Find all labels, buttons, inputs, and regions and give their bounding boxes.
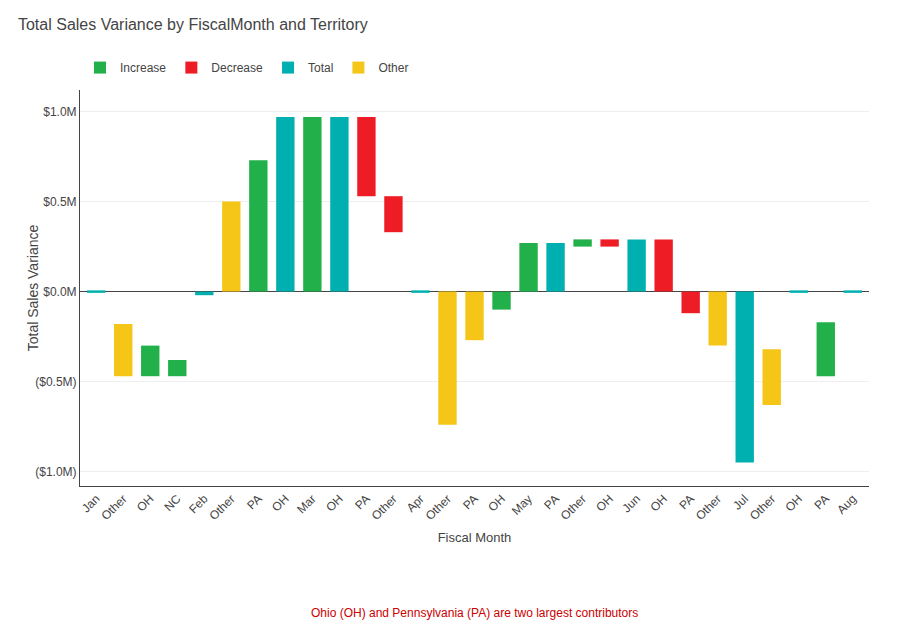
svg-text:Other: Other bbox=[423, 492, 454, 523]
svg-text:OH: OH bbox=[134, 492, 157, 515]
svg-text:Other: Other bbox=[98, 492, 129, 523]
svg-text:Apr: Apr bbox=[404, 492, 427, 515]
svg-text:Feb: Feb bbox=[186, 492, 211, 517]
svg-text:$1.0M: $1.0M bbox=[43, 105, 76, 119]
svg-text:Other: Other bbox=[369, 492, 400, 523]
svg-text:PA: PA bbox=[541, 492, 562, 513]
svg-text:Total Sales Variance: Total Sales Variance bbox=[25, 224, 41, 351]
svg-text:Aug: Aug bbox=[834, 492, 859, 517]
svg-text:Other: Other bbox=[558, 492, 589, 523]
svg-text:PA: PA bbox=[812, 492, 833, 513]
svg-text:Other: Other bbox=[693, 492, 724, 523]
svg-text:PA: PA bbox=[676, 492, 697, 513]
svg-text:$0.5M: $0.5M bbox=[43, 195, 76, 209]
svg-text:($0.5M): ($0.5M) bbox=[35, 375, 76, 389]
svg-text:Total: Total bbox=[308, 61, 333, 75]
svg-text:Other: Other bbox=[747, 492, 778, 523]
svg-text:OH: OH bbox=[485, 492, 508, 515]
svg-text:OH: OH bbox=[593, 492, 616, 515]
svg-text:Fiscal Month: Fiscal Month bbox=[438, 530, 512, 545]
svg-text:OH: OH bbox=[647, 492, 670, 515]
svg-text:OH: OH bbox=[269, 492, 292, 515]
svg-text:OH: OH bbox=[323, 492, 346, 515]
svg-text:NC: NC bbox=[161, 492, 183, 514]
svg-text:Jan: Jan bbox=[79, 492, 103, 516]
svg-text:$0.0M: $0.0M bbox=[43, 285, 76, 299]
svg-text:PA: PA bbox=[352, 492, 373, 513]
svg-text:Total Sales Variance by Fiscal: Total Sales Variance by FiscalMonth and … bbox=[18, 16, 368, 33]
svg-text:Other: Other bbox=[378, 61, 408, 75]
svg-text:Jun: Jun bbox=[619, 492, 643, 516]
svg-text:Jul: Jul bbox=[730, 492, 751, 513]
svg-text:Decrease: Decrease bbox=[211, 61, 263, 75]
svg-text:Ohio (OH) and Pennsylvania (PA: Ohio (OH) and Pennsylvania (PA) are two … bbox=[311, 606, 638, 620]
svg-text:PA: PA bbox=[244, 492, 265, 513]
svg-text:Other: Other bbox=[207, 492, 238, 523]
svg-text:PA: PA bbox=[460, 492, 481, 513]
svg-text:Increase: Increase bbox=[120, 61, 166, 75]
svg-text:Mar: Mar bbox=[294, 492, 319, 517]
svg-text:($1.0M): ($1.0M) bbox=[35, 465, 76, 479]
svg-text:OH: OH bbox=[782, 492, 805, 515]
svg-text:May: May bbox=[509, 492, 535, 518]
